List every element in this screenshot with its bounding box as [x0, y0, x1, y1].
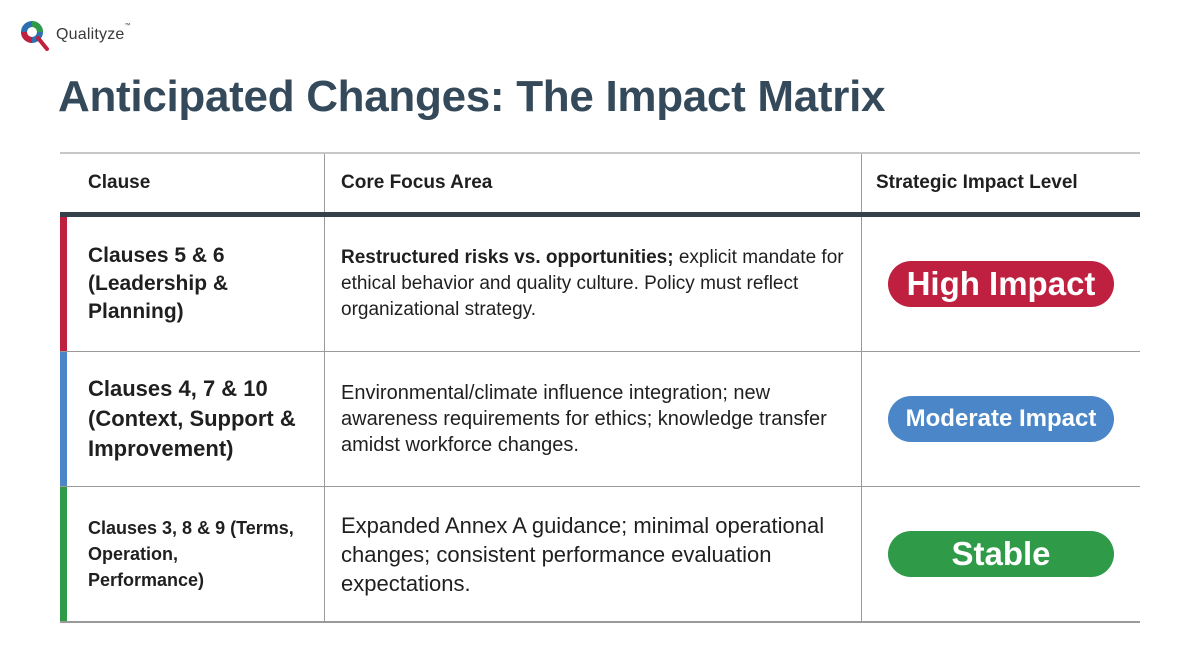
impact-cell: Moderate Impact	[861, 352, 1140, 486]
impact-cell: Stable	[861, 487, 1140, 621]
table-row: Clauses 3, 8 & 9 (Terms, Operation, Perf…	[60, 487, 1140, 623]
table-row: Clauses 5 & 6 (Leadership & Planning) Re…	[60, 217, 1140, 352]
impact-matrix-table: Clause Core Focus Area Strategic Impact …	[60, 152, 1140, 623]
trademark: ™	[124, 23, 131, 29]
focus-text: explicit mandate for ethical behavior an…	[341, 247, 844, 320]
clause-text: Clauses 3, 8 & 9 (Terms, Operation, Perf…	[88, 518, 294, 590]
header-clause: Clause	[88, 172, 151, 193]
table-header: Clause Core Focus Area Strategic Impact …	[60, 152, 1140, 217]
focus-cell: Expanded Annex A guidance; minimal opera…	[324, 487, 861, 621]
impact-cell: High Impact	[861, 217, 1140, 351]
focus-bold-text: Restructured risks vs. opportunities;	[341, 247, 674, 268]
row-accent-bar	[60, 487, 67, 621]
page-title: Anticipated Changes: The Impact Matrix	[58, 72, 886, 121]
focus-text: Expanded Annex A guidance; minimal opera…	[341, 512, 825, 596]
focus-text: Environmental/climate influence integrat…	[341, 382, 827, 456]
row-accent-bar	[60, 352, 67, 486]
qualityze-logo-icon	[21, 21, 49, 51]
clause-text: Clauses 4, 7 & 10 (Context, Support & Im…	[88, 376, 296, 461]
impact-badge-moderate: Moderate Impact	[888, 396, 1114, 442]
focus-cell: Restructured risks vs. opportunities; ex…	[324, 217, 861, 351]
clause-cell: Clauses 4, 7 & 10 (Context, Support & Im…	[60, 352, 324, 486]
impact-badge-stable: Stable	[888, 531, 1114, 577]
table-row: Clauses 4, 7 & 10 (Context, Support & Im…	[60, 352, 1140, 487]
focus-cell: Environmental/climate influence integrat…	[324, 352, 861, 486]
clause-cell: Clauses 5 & 6 (Leadership & Planning)	[60, 217, 324, 351]
brand-logo: Qualityze™	[18, 18, 131, 52]
header-impact: Strategic Impact Level	[861, 154, 1140, 212]
row-accent-bar	[60, 217, 67, 351]
clause-text: Clauses 5 & 6 (Leadership & Planning)	[88, 244, 229, 323]
brand-name: Qualityze	[56, 26, 125, 43]
impact-badge-high: High Impact	[888, 261, 1114, 307]
header-focus: Core Focus Area	[324, 154, 861, 212]
clause-cell: Clauses 3, 8 & 9 (Terms, Operation, Perf…	[60, 487, 324, 621]
